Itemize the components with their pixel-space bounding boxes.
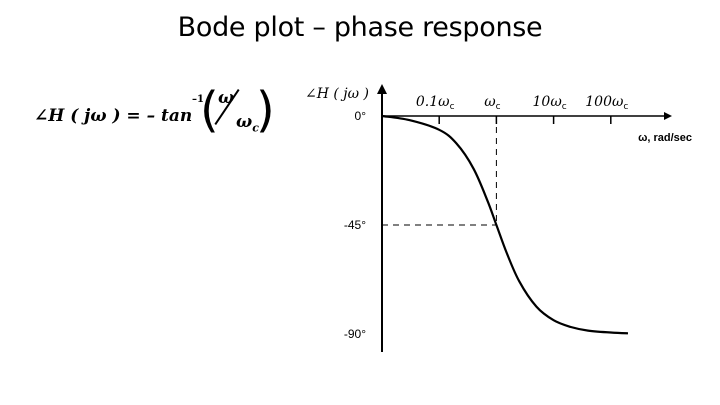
chart-ticks: 0.1ωc ωc 10ωc 100ωc 0° -45° -90° xyxy=(344,94,629,341)
formula-denominator: ωc xyxy=(236,112,259,135)
chart-axes xyxy=(377,84,672,352)
x-axis-label: ω, rad/sec xyxy=(638,132,692,144)
y-axis-arrow xyxy=(377,84,387,94)
formula-left-paren: ( xyxy=(200,82,219,138)
x-tick-label: 100ωc xyxy=(585,94,628,112)
x-tick-label: ωc xyxy=(484,94,500,112)
x-axis-arrow xyxy=(664,112,672,120)
formula-lhs: ∠H ( jω ) = – tan xyxy=(34,106,193,126)
phase-curve xyxy=(381,114,629,335)
y-tick-label: -90° xyxy=(344,327,366,341)
y-tick-label: -45° xyxy=(344,218,366,232)
y-axis-label: ∠H ( jω ) xyxy=(305,86,369,102)
x-tick-label: 10ωc xyxy=(533,94,567,112)
phase-formula: ∠H ( jω ) = – tan –1 ( ω ωc ) xyxy=(34,84,284,148)
chart-guides xyxy=(382,116,497,226)
formula-right-paren: ) xyxy=(256,82,275,138)
formula-exponent: –1 xyxy=(192,94,204,105)
y-tick-label: 0° xyxy=(355,109,367,123)
x-tick-label: 0.1ωc xyxy=(416,94,455,112)
page-title: Bode plot – phase response xyxy=(177,12,543,43)
